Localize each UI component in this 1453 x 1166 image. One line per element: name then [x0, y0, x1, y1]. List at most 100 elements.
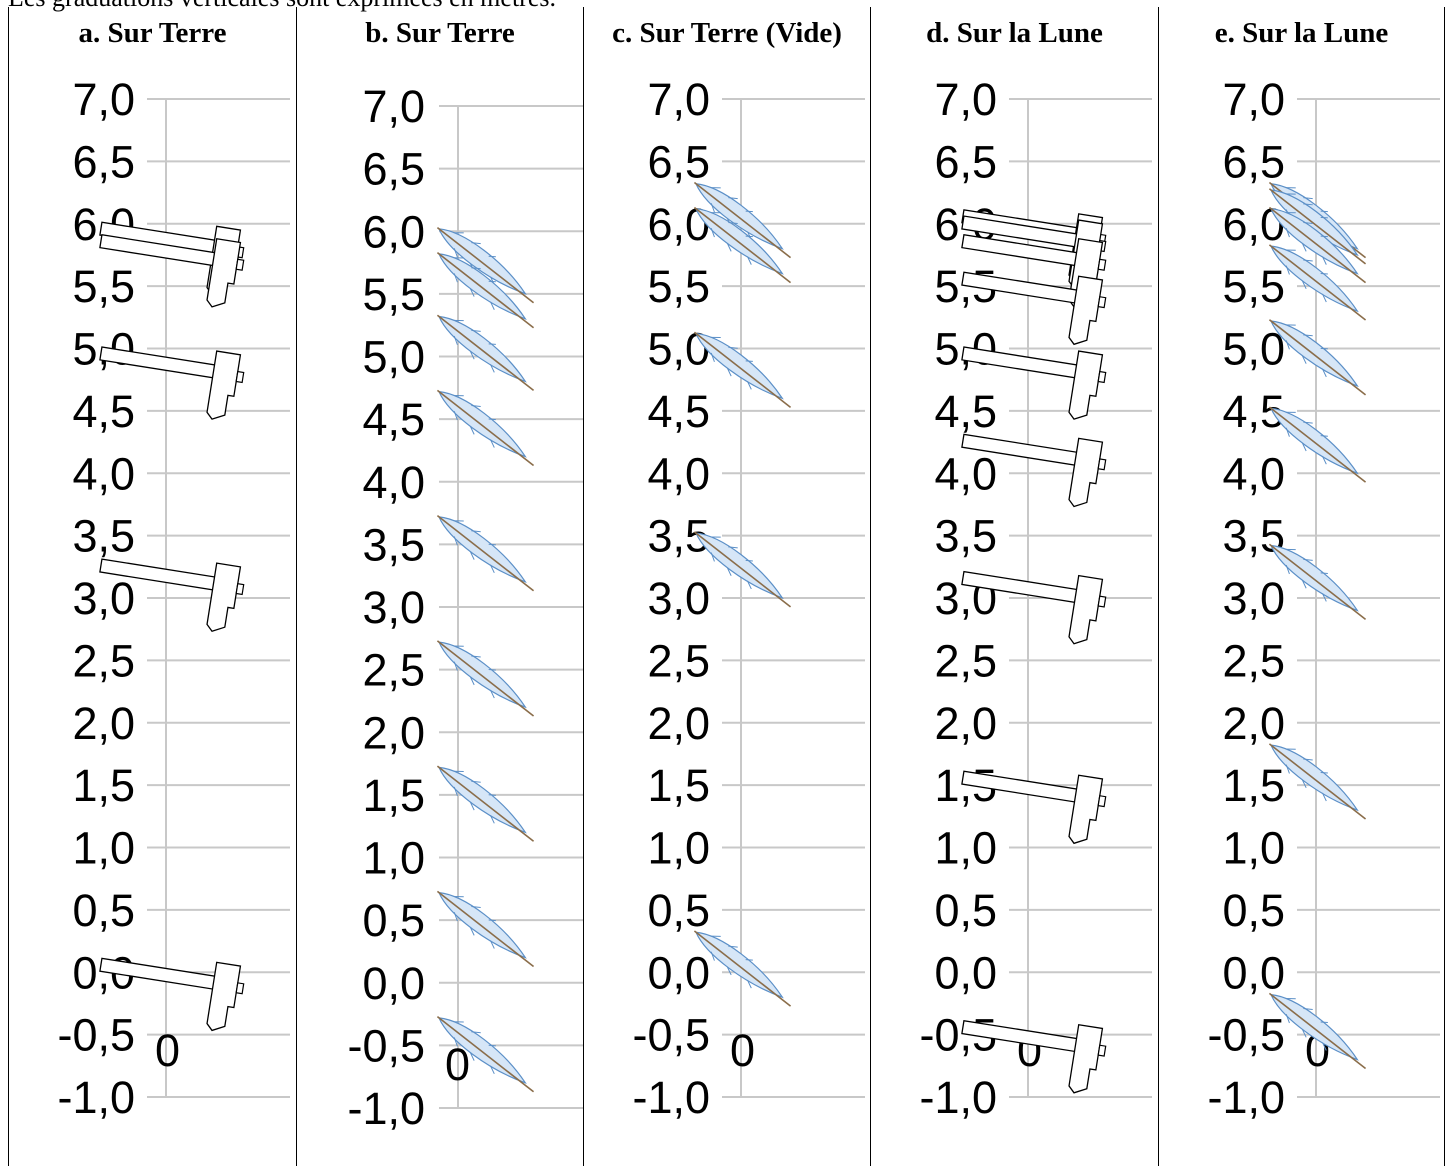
y-tick-label: 4,5	[934, 386, 997, 437]
y-tick-label: 2,0	[934, 698, 997, 749]
y-tick-label: 7,0	[647, 74, 710, 125]
y-tick-label: 5,5	[362, 269, 425, 320]
y-tick-label: 0,5	[934, 885, 997, 936]
feather-mark	[693, 930, 792, 1007]
x-tick-label: 0	[155, 1025, 180, 1076]
y-tick-label: 2,0	[1222, 698, 1285, 749]
feather-mark	[436, 515, 535, 592]
y-tick-label: 1,0	[1222, 823, 1285, 874]
feather-mark	[1268, 743, 1367, 820]
y-tick-label: 7,0	[72, 74, 135, 125]
feather-mark	[436, 765, 535, 842]
feather-mark	[693, 531, 792, 608]
panel-b: b. Sur Terre 7,0 6,5 6,0 5,5 5,0 4,5 4,0 3,5 3,0…	[296, 7, 584, 1166]
y-tick-label: 5,5	[1222, 261, 1285, 312]
y-tick-label: 2,5	[1222, 635, 1285, 686]
y-tick-label: 4,0	[1222, 448, 1285, 499]
y-tick-label: 1,0	[934, 823, 997, 874]
y-tick-label: -1,0	[1207, 1072, 1285, 1123]
y-tick-label: 4,0	[934, 448, 997, 499]
y-tick-label: 0,0	[934, 947, 997, 998]
y-tick-label: -1,0	[919, 1072, 997, 1123]
feather-mark	[693, 331, 792, 408]
y-tick-label: -0,5	[1207, 1010, 1285, 1061]
y-tick-label: 4,0	[72, 448, 135, 499]
feather-mark	[436, 226, 535, 304]
feather-mark	[693, 181, 792, 259]
top-note: Les graduations verticales sont exprimée…	[8, 0, 556, 13]
hammer-mark	[99, 234, 245, 308]
hammer-mark	[961, 1019, 1107, 1094]
feather-mark	[1268, 244, 1367, 321]
y-tick-label: 4,5	[362, 394, 425, 445]
panel-title: b. Sur Terre	[365, 17, 515, 49]
feather-mark	[1268, 206, 1367, 284]
panel-chart: 7,06,56,05,55,04,54,03,53,02,52,01,51,00…	[1207, 74, 1440, 1123]
y-tick-label: 0,0	[647, 947, 710, 998]
y-tick-label: 1,0	[72, 823, 135, 874]
y-tick-label: 0,5	[1222, 885, 1285, 936]
hammer-mark	[961, 271, 1107, 346]
y-tick-label: 6,5	[72, 136, 135, 187]
y-tick-label: 4,5	[647, 386, 710, 437]
feather-mark	[436, 1016, 535, 1093]
y-tick-label: 2,5	[647, 635, 710, 686]
y-tick-label: 4,0	[647, 448, 710, 499]
y-tick-label: -1,0	[347, 1083, 425, 1134]
y-tick-label: -0,5	[57, 1010, 135, 1061]
y-tick-label: 0,5	[362, 895, 425, 946]
y-tick-label: 0,0	[362, 958, 425, 1009]
y-tick-label: 5,5	[72, 261, 135, 312]
feather-mark	[1268, 406, 1367, 483]
feather-mark	[436, 252, 535, 329]
y-tick-label: -1,0	[57, 1072, 135, 1123]
y-tick-label: 4,5	[72, 386, 135, 437]
panel-chart: 7,06,56,05,55,04,54,03,53,02,52,01,51,00…	[347, 81, 584, 1134]
y-tick-label: 6,0	[362, 206, 425, 257]
hammer-mark	[961, 570, 1107, 645]
y-tick-label: -0,5	[632, 1010, 710, 1061]
hammer-mark	[99, 957, 245, 1032]
panel-title: a. Sur Terre	[78, 17, 227, 49]
y-tick-label: 2,5	[362, 645, 425, 696]
y-tick-label: 6,5	[362, 144, 425, 195]
panel-chart: 7,06,56,05,55,04,54,03,53,02,52,01,51,00…	[632, 74, 865, 1123]
figure-grid: a. Sur Terre 7,0 6,5 6,0 5,5 5,0 4,5 4,0 3,5 3,0…	[8, 7, 1445, 1166]
feather-mark	[436, 389, 535, 467]
feather-mark	[1268, 188, 1367, 265]
hammer-mark	[99, 346, 245, 420]
panel-chart: 7,06,56,05,55,04,54,03,53,02,52,01,51,00…	[919, 74, 1152, 1123]
y-tick-label: 3,0	[72, 573, 135, 624]
y-tick-label: 0,0	[1222, 947, 1285, 998]
y-tick-label: 1,5	[1222, 760, 1285, 811]
hammer-mark	[961, 346, 1107, 420]
y-tick-label: 1,0	[647, 823, 710, 874]
panel-chart: 7,06,56,05,55,04,54,03,53,02,52,01,51,00…	[57, 74, 290, 1123]
feather-mark	[436, 314, 535, 392]
y-tick-label: 6,5	[1222, 136, 1285, 187]
hammer-mark	[961, 433, 1107, 508]
y-tick-label: 5,0	[647, 324, 710, 375]
y-tick-label: 5,0	[1222, 324, 1285, 375]
feather-mark	[436, 640, 535, 717]
feather-mark	[1268, 543, 1367, 621]
y-tick-label: 6,5	[934, 136, 997, 187]
y-tick-label: 7,0	[362, 81, 425, 132]
panel-e: e. Sur la Lune 7,0 6,5 6,0 5,5 5,0 4,5 4,0 3,5 3…	[1158, 7, 1445, 1166]
panel-title: e. Sur la Lune	[1214, 17, 1389, 49]
y-tick-label: 0,5	[72, 885, 135, 936]
feather-mark	[436, 890, 535, 968]
y-tick-label: -1,0	[632, 1072, 710, 1123]
y-tick-label: 5,0	[362, 332, 425, 383]
y-tick-label: 2,0	[72, 698, 135, 749]
y-tick-label: 1,5	[362, 770, 425, 821]
feather-mark	[1268, 992, 1367, 1070]
panel-title: c. Sur Terre (Vide)	[612, 17, 842, 49]
panel-d: d. Sur la Lune 7,06,56,05,55,04,54,03,53…	[870, 7, 1158, 1166]
y-tick-label: 3,5	[72, 511, 135, 562]
y-tick-label: 3,5	[362, 519, 425, 570]
y-tick-label: 3,0	[647, 573, 710, 624]
y-tick-label: 2,5	[934, 635, 997, 686]
y-tick-label: 2,0	[362, 707, 425, 758]
feather-mark	[693, 206, 792, 284]
